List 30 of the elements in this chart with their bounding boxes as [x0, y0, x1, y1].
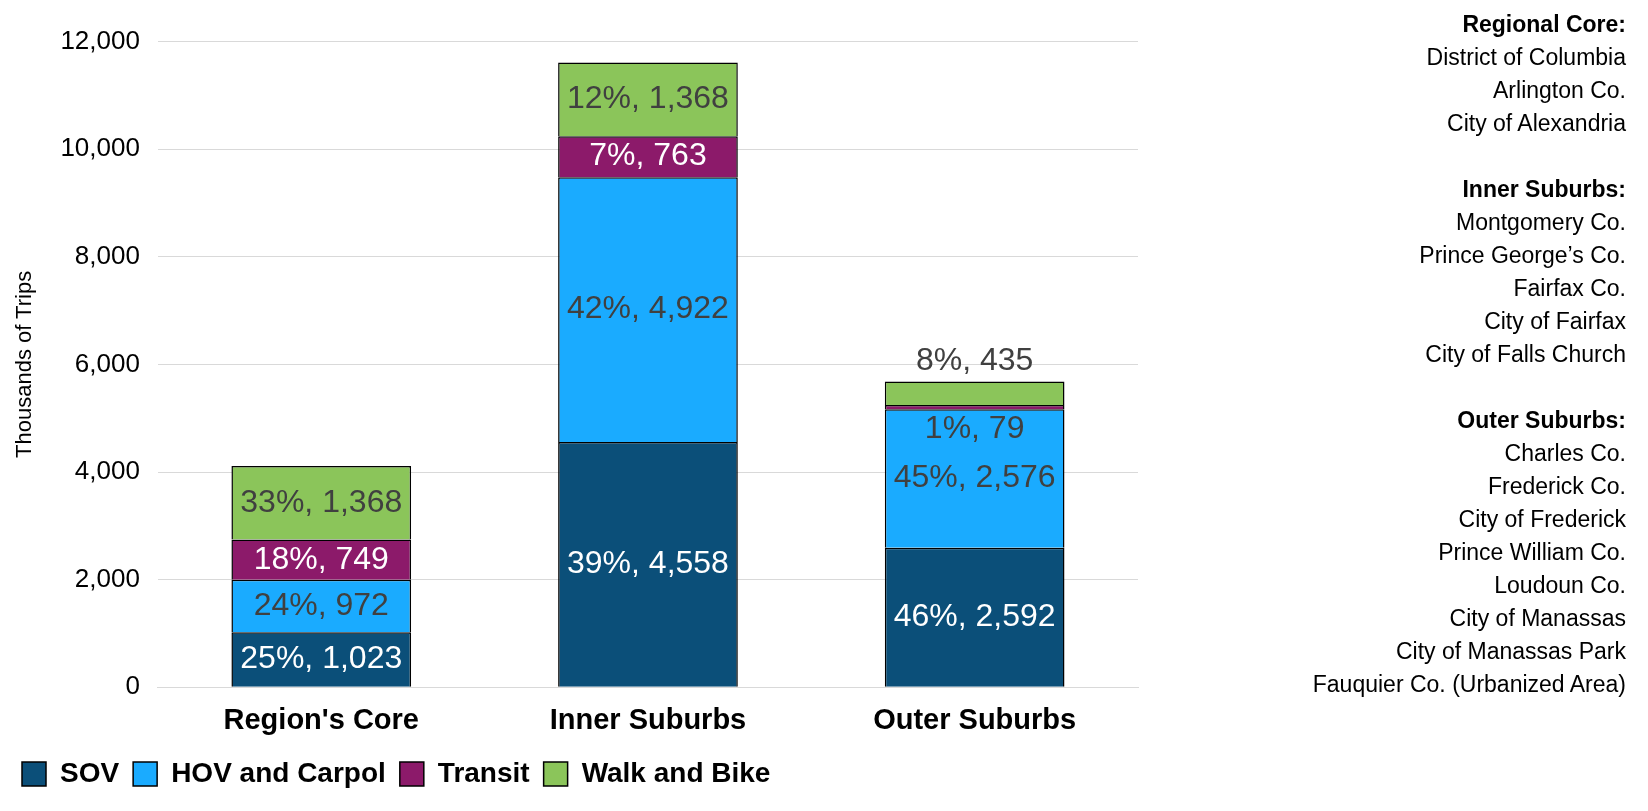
data-label: 45%, 2,576: [893, 458, 1056, 495]
y-tick-label: 10,000: [60, 132, 140, 163]
data-label: 7%, 763: [589, 136, 707, 173]
x-tick-label: Region's Core: [223, 702, 419, 735]
legend-label: Walk and Bike: [581, 756, 771, 788]
y-tick-label: 6,000: [74, 347, 140, 378]
legend-label: Transit: [437, 756, 530, 788]
y-tick-label: 8,000: [74, 239, 140, 270]
legend-label: HOV and Carpol: [171, 756, 386, 788]
data-label: 8%, 435: [915, 341, 1034, 378]
text: Regional Core: District of Columbia Arlington Co. City of Alexandria: [1425, 10, 1626, 138]
y-tick-label: 4,000: [74, 455, 140, 486]
data-label: 12%, 1,368: [567, 79, 729, 116]
legend-label: SOV: [60, 756, 120, 788]
data-label: 1%, 79: [924, 408, 1025, 445]
x-tick-label: Inner Suburbs: [549, 702, 747, 735]
y-tick-label: 2,000: [74, 562, 140, 593]
y-axis-title: Thousands of Trips: [11, 270, 37, 458]
y-tick-label: 0: [125, 670, 140, 701]
data-label: 24%, 972: [253, 585, 389, 622]
text: Inner Suburbs: Montgomery Co. Prince George’s Co. Fairfax Co. City of Fairfax City of Falls Church: [1418, 175, 1626, 369]
data-label: 42%, 4,922: [567, 289, 729, 326]
data-label: 39%, 4,558: [567, 544, 729, 581]
data-label: 25%, 1,023: [240, 639, 403, 676]
data-label: 33%, 1,368: [240, 482, 403, 519]
data-label: 46%, 2,592: [893, 597, 1056, 634]
x-tick-label: Outer Suburbs: [873, 702, 1077, 735]
data-label: 18%, 749: [253, 539, 389, 576]
text: Outer Suburbs: Charles Co. Frederick Co. City of Frederick Prince William Co. Loudoun Co. City of Manassas City of Manassas Park Fauquier Co. (Urbanized Area): [1312, 407, 1626, 697]
y-tick-label: 12,000: [60, 24, 140, 55]
